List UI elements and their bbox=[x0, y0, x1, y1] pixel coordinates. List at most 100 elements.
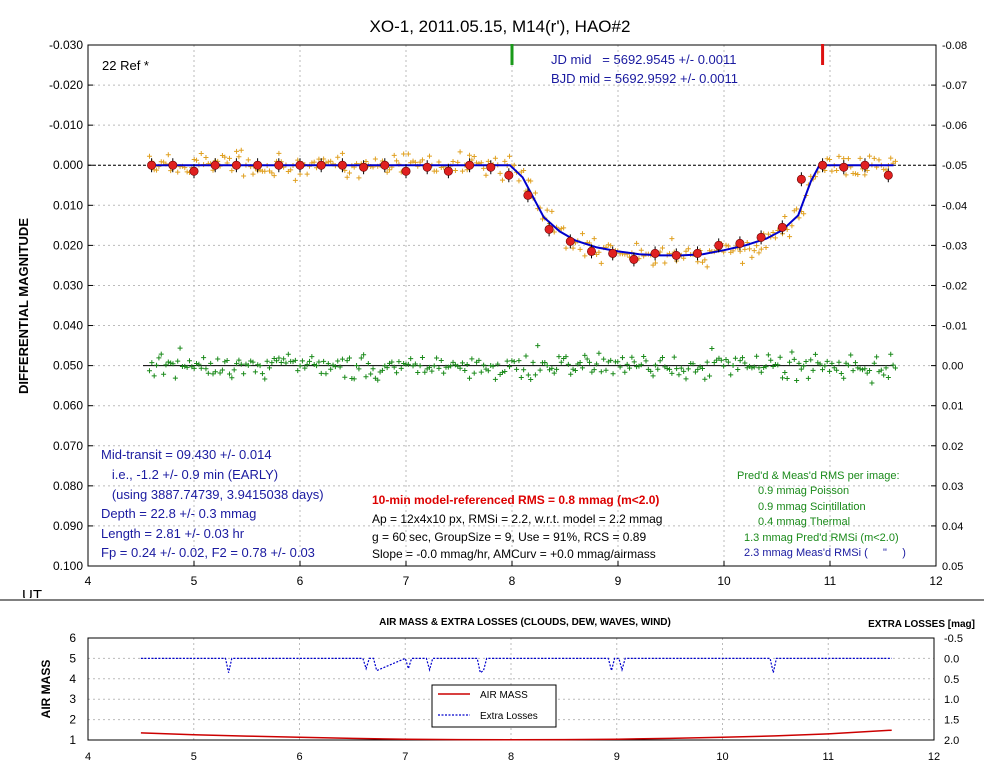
binned-point bbox=[337, 160, 347, 170]
check-star-point bbox=[725, 359, 731, 365]
check-star-point bbox=[215, 356, 221, 362]
airmass-y-tick-label: 3 bbox=[69, 692, 76, 706]
binned-point bbox=[586, 246, 596, 256]
check-star-point bbox=[648, 368, 654, 374]
check-star-point bbox=[234, 361, 240, 367]
ref-count-label: 22 Ref * bbox=[102, 58, 149, 73]
info-right-line: Pred'd & Meas'd RMS per image: bbox=[737, 470, 900, 482]
binned-point bbox=[629, 254, 639, 264]
check-star-point bbox=[342, 374, 348, 380]
check-star-point bbox=[751, 364, 757, 370]
check-star-point bbox=[805, 375, 811, 381]
check-star-point bbox=[469, 356, 475, 362]
raw-point bbox=[756, 250, 762, 256]
check-star-point bbox=[615, 359, 621, 365]
check-star-point bbox=[676, 372, 682, 378]
raw-point bbox=[871, 155, 877, 161]
raw-point bbox=[794, 206, 800, 212]
check-star-point bbox=[829, 360, 835, 366]
raw-point bbox=[725, 243, 731, 249]
x-tick-label: 7 bbox=[403, 574, 410, 588]
check-star-point bbox=[888, 351, 894, 357]
check-star-point bbox=[212, 369, 218, 375]
check-star-point bbox=[290, 359, 296, 365]
x-tick-label: 5 bbox=[191, 574, 198, 588]
legend-box bbox=[431, 684, 557, 728]
extra-losses-y2-tick-label: -0.5 bbox=[944, 633, 963, 645]
airmass-y-axis: 6 5 4 3 2 1 bbox=[69, 631, 76, 747]
airmass-x-tick-label: 8 bbox=[508, 751, 514, 763]
check-star-point bbox=[236, 357, 242, 363]
check-star-point bbox=[201, 355, 207, 361]
raw-point bbox=[401, 151, 407, 157]
raw-point bbox=[507, 153, 513, 159]
raw-point bbox=[457, 149, 463, 155]
check-star-point bbox=[874, 354, 880, 360]
raw-point bbox=[876, 157, 882, 163]
check-star-point bbox=[579, 365, 585, 371]
check-star-point bbox=[325, 361, 331, 367]
raw-point bbox=[191, 157, 197, 163]
raw-point bbox=[521, 168, 527, 174]
check-star-point bbox=[309, 354, 315, 360]
check-star-point bbox=[283, 360, 289, 366]
binned-point bbox=[650, 248, 660, 258]
transit-model-curve bbox=[151, 164, 894, 257]
info-right-line: 1.3 mmag Pred'd RMSi (m<2.0) bbox=[744, 532, 899, 544]
binned-point bbox=[401, 166, 411, 176]
raw-point bbox=[582, 253, 588, 259]
x-axis-label: UT bbox=[22, 587, 42, 598]
binned-point bbox=[189, 166, 199, 176]
raw-point bbox=[634, 240, 640, 246]
check-star-point bbox=[530, 359, 536, 365]
check-star-point bbox=[431, 363, 437, 369]
check-star-point bbox=[542, 359, 548, 365]
y2-tick-label: -0.03 bbox=[942, 240, 967, 252]
raw-point bbox=[450, 158, 456, 164]
check-star-point bbox=[172, 375, 178, 381]
check-star-point bbox=[892, 365, 898, 371]
check-star-point bbox=[316, 359, 322, 365]
airmass-chart-title: AIR MASS & EXTRA LOSSES (CLOUDS, DEW, WA… bbox=[379, 617, 671, 628]
raw-point bbox=[855, 172, 861, 178]
raw-point bbox=[419, 157, 425, 163]
raw-point bbox=[539, 216, 545, 222]
check-star-point bbox=[323, 371, 329, 377]
check-star-point bbox=[321, 358, 327, 364]
raw-point bbox=[888, 155, 894, 161]
check-star-point bbox=[488, 363, 494, 369]
y-tick-label: 0.030 bbox=[53, 278, 83, 292]
raw-point bbox=[434, 168, 440, 174]
check-star-point bbox=[627, 365, 633, 371]
check-star-point bbox=[657, 358, 663, 364]
check-star-point bbox=[297, 363, 303, 369]
extra-losses-y2-tick-label: 1.5 bbox=[944, 715, 959, 727]
raw-point bbox=[782, 214, 788, 220]
extra-losses-line bbox=[140, 657, 892, 674]
y-axis-label: DIFFERENTIAL MAGNITUDE bbox=[16, 218, 31, 394]
y2-tick-label: 0.01 bbox=[942, 401, 963, 413]
check-star-point bbox=[255, 362, 261, 368]
rms-summary-title: 10-min model-referenced RMS = 0.8 mmag (… bbox=[372, 493, 659, 507]
raw-point bbox=[427, 153, 433, 159]
check-star-point bbox=[269, 360, 275, 366]
airmass-grid bbox=[88, 638, 934, 740]
check-star-point bbox=[384, 365, 390, 371]
raw-point bbox=[702, 257, 708, 263]
check-star-point bbox=[798, 366, 804, 372]
check-star-point bbox=[262, 376, 268, 382]
check-star-point bbox=[782, 370, 788, 376]
check-star-point bbox=[165, 359, 171, 365]
check-star-point bbox=[801, 363, 807, 369]
check-star-point bbox=[836, 359, 842, 365]
x-tick-label: 11 bbox=[824, 574, 837, 588]
check-star-point bbox=[259, 371, 265, 377]
check-star-point bbox=[514, 366, 520, 372]
raw-point bbox=[801, 211, 807, 217]
raw-point bbox=[455, 159, 461, 165]
check-star-point bbox=[589, 369, 595, 375]
check-star-point bbox=[149, 360, 155, 366]
raw-point bbox=[591, 236, 597, 242]
binned-point bbox=[777, 222, 787, 232]
airmass-x-tick-label: 9 bbox=[614, 751, 620, 763]
